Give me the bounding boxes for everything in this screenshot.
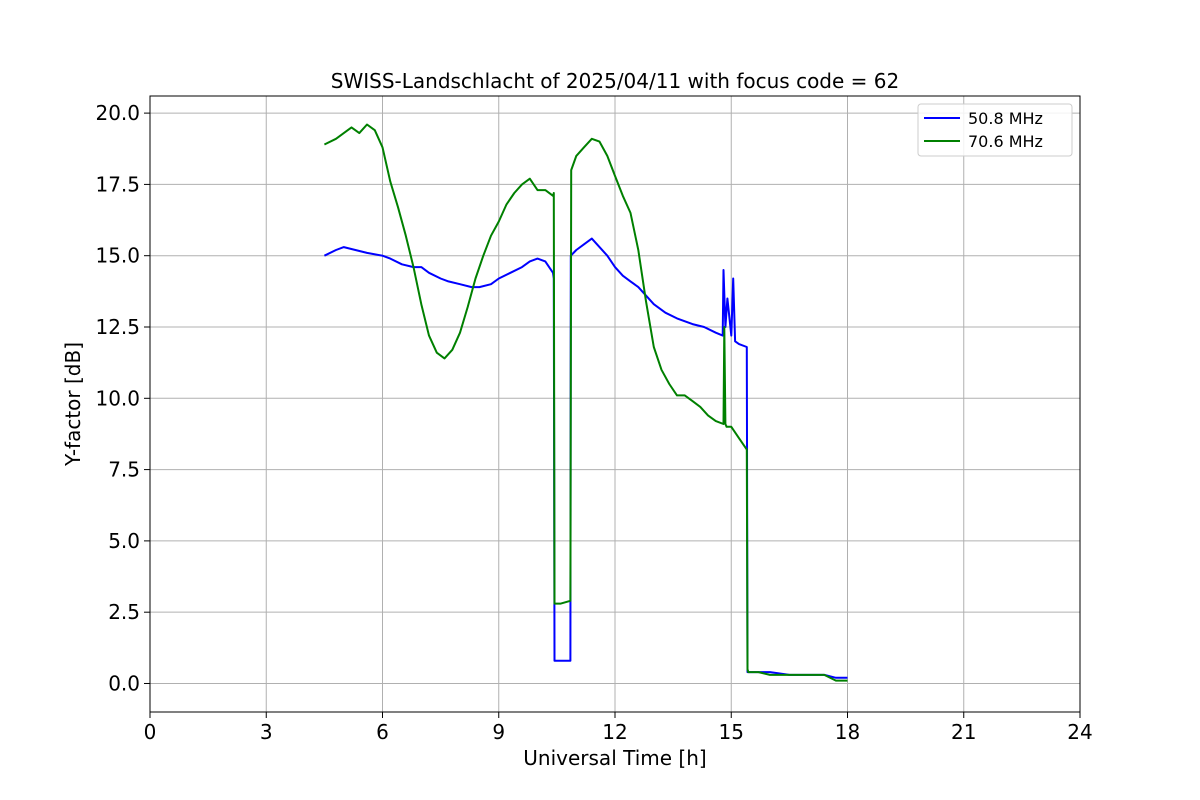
y-tick-label: 0.0 bbox=[108, 671, 140, 695]
x-tick-label: 9 bbox=[492, 720, 505, 744]
series-line-70-6-mhz bbox=[323, 123, 848, 682]
y-tick-label: 10.0 bbox=[95, 386, 140, 410]
y-tick-label: 20.0 bbox=[95, 101, 140, 125]
x-tick-label: 3 bbox=[260, 720, 273, 744]
x-tick-label: 21 bbox=[951, 720, 976, 744]
y-tick-label: 2.5 bbox=[108, 600, 140, 624]
series-line-50-8-mhz bbox=[323, 237, 848, 679]
ticks: 0 3 6 9 12 15 18 21 24 0.0 2.5 5.0 7.5 10.0 12.5 15.0 17… bbox=[95, 101, 1092, 744]
x-tick-label: 18 bbox=[835, 720, 860, 744]
y-tick-label: 7.5 bbox=[108, 458, 140, 482]
chart-title: SWISS-Landschlacht of 2025/04/11 with fo… bbox=[331, 69, 899, 93]
x-tick-label: 15 bbox=[719, 720, 744, 744]
x-tick-label: 0 bbox=[144, 720, 157, 744]
x-tick-label: 12 bbox=[602, 720, 627, 744]
x-axis-label: Universal Time [h] bbox=[523, 746, 706, 770]
x-tick-label: 24 bbox=[1067, 720, 1092, 744]
series-layer bbox=[323, 123, 848, 682]
y-tick-label: 12.5 bbox=[95, 315, 140, 339]
x-tick-label: 6 bbox=[376, 720, 389, 744]
y-tick-label: 17.5 bbox=[95, 172, 140, 196]
legend-label: 50.8 MHz bbox=[968, 109, 1043, 128]
legend-label: 70.6 MHz bbox=[968, 132, 1043, 151]
y-tick-label: 5.0 bbox=[108, 529, 140, 553]
y-tick-label: 15.0 bbox=[95, 244, 140, 268]
y-axis-label: Y-factor [dB] bbox=[61, 342, 85, 467]
legend: 50.8 MHz 70.6 MHz bbox=[917, 103, 1073, 157]
